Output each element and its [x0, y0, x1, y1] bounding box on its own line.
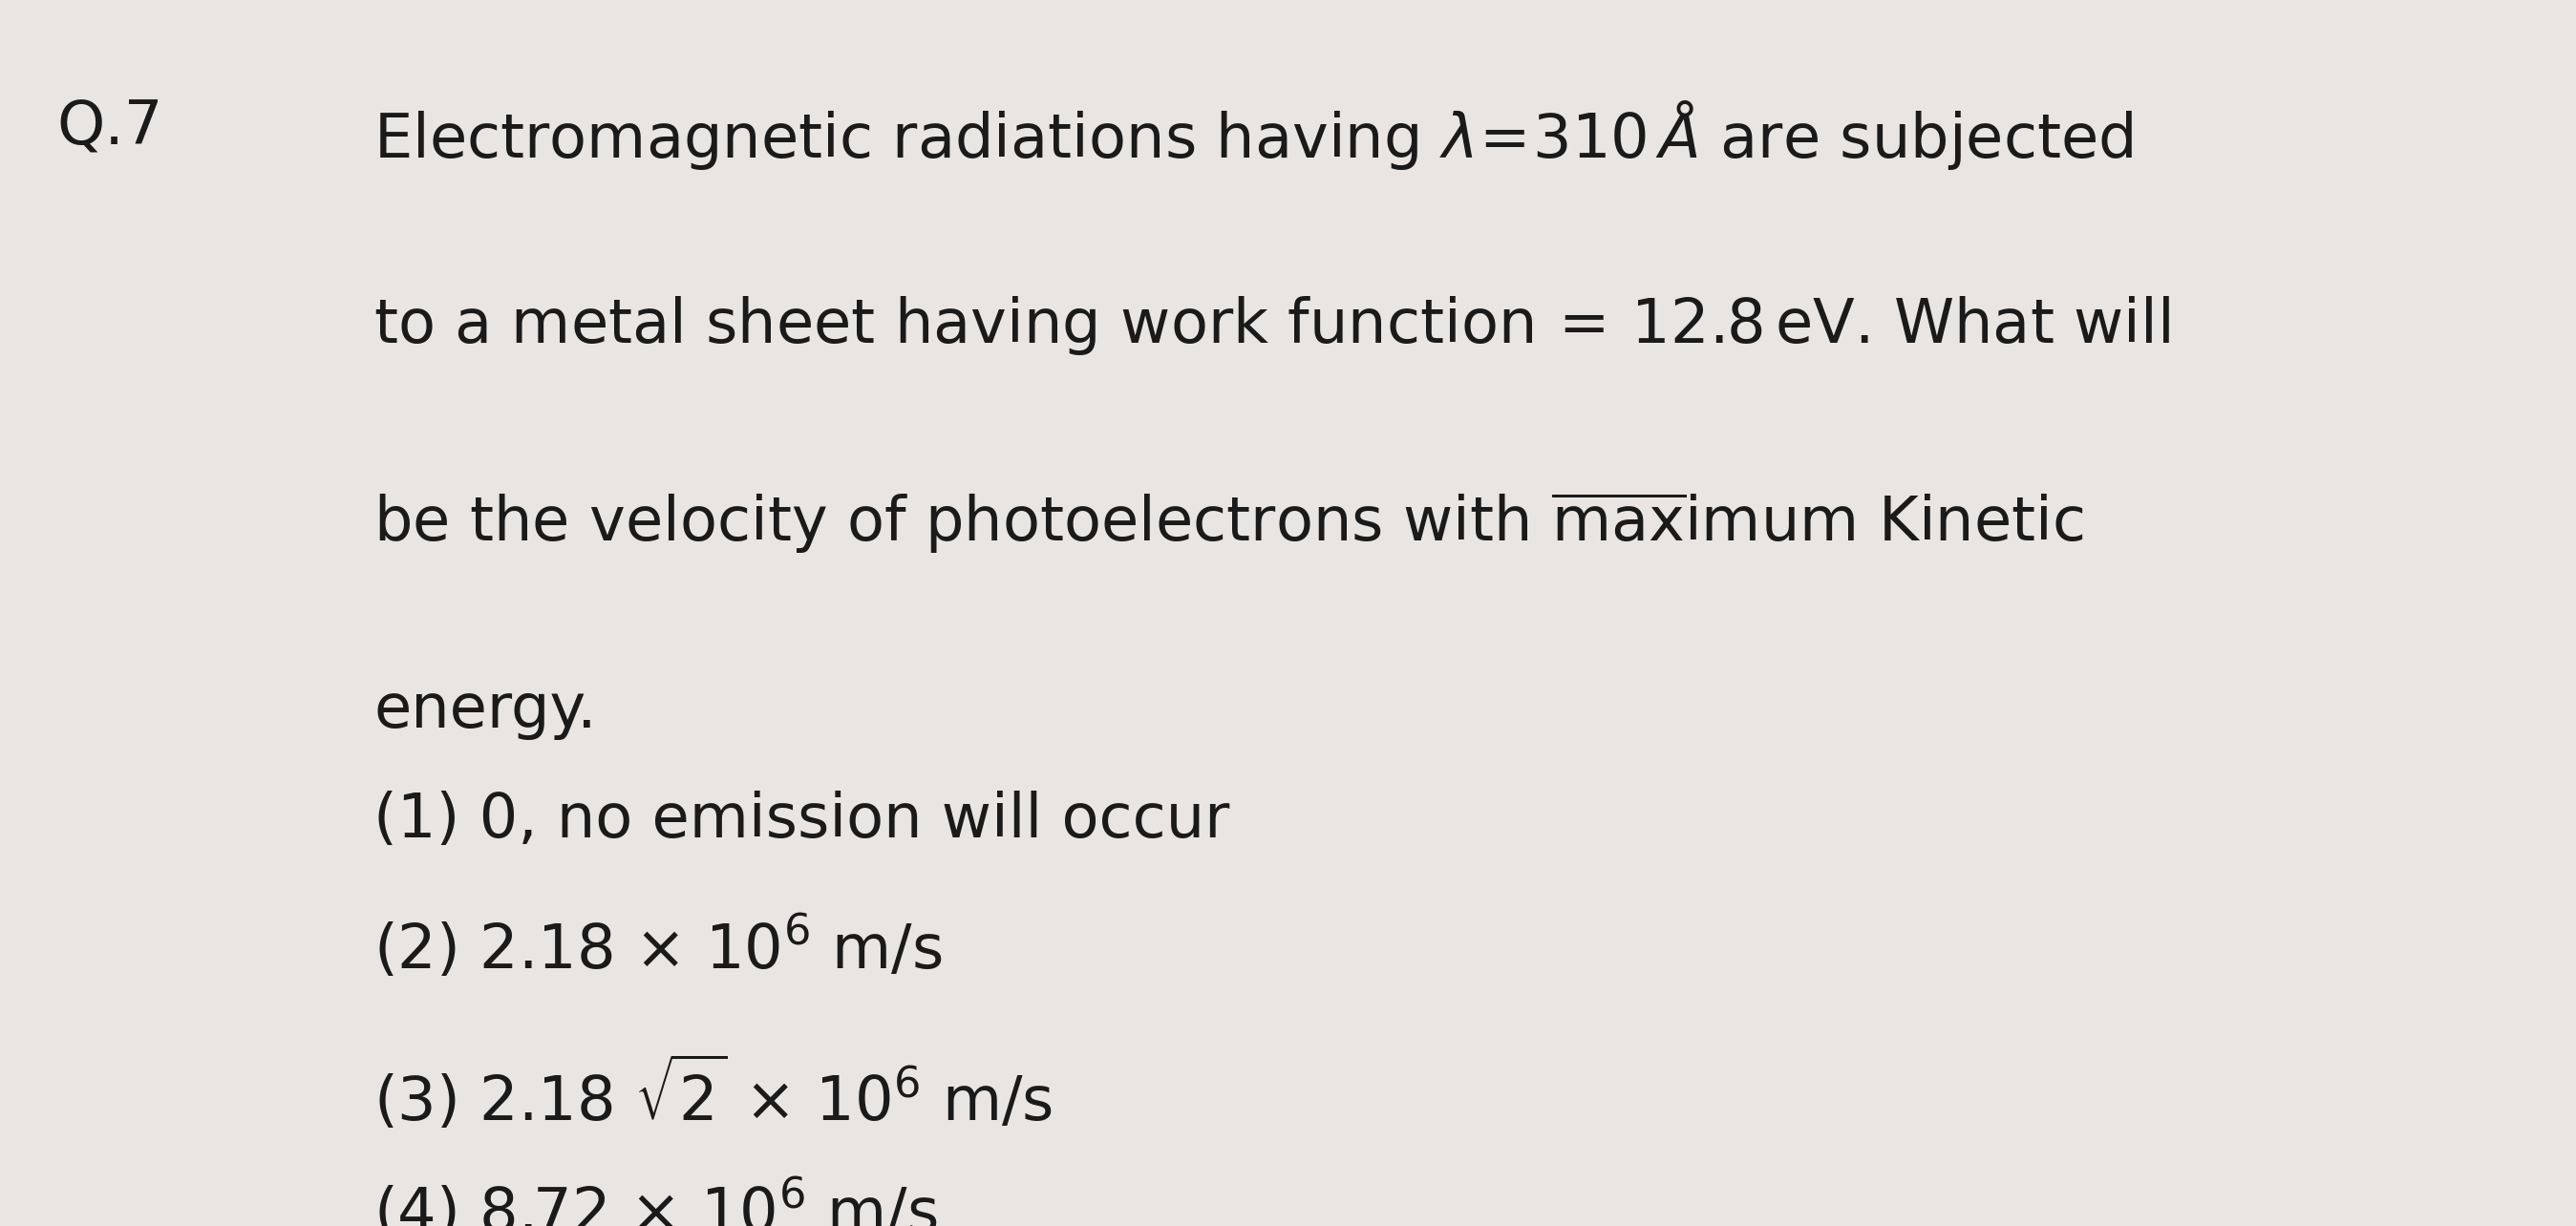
Text: Q.7: Q.7 — [57, 98, 162, 157]
Text: be the velocity of photoelectrons with $\overline{\rm max}$imum Kinetic: be the velocity of photoelectrons with $… — [374, 490, 2084, 557]
Text: Electromagnetic radiations having $\lambda\!=\!310\,\AA$ are subjected: Electromagnetic radiations having $\lamb… — [374, 98, 2133, 172]
Text: (3) 2.18 $\sqrt{2}$ $\times$ 10$^6$ m/s: (3) 2.18 $\sqrt{2}$ $\times$ 10$^6$ m/s — [374, 1054, 1054, 1134]
Text: to a metal sheet having work function$\,=\,12.8\,$eV. What will: to a metal sheet having work function$\,… — [374, 294, 2169, 357]
Text: (1) 0, no emission will occur: (1) 0, no emission will occur — [374, 791, 1229, 850]
Text: energy.: energy. — [374, 680, 598, 739]
Text: (2) 2.18 $\times$ 10$^6$ m/s: (2) 2.18 $\times$ 10$^6$ m/s — [374, 913, 943, 981]
Text: (4) 8.72 $\times$ 10$^6$ m/s: (4) 8.72 $\times$ 10$^6$ m/s — [374, 1177, 938, 1226]
